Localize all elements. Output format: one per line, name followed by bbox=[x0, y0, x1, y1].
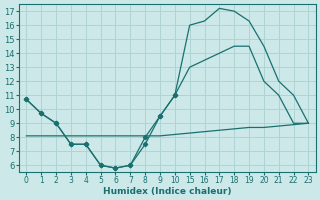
X-axis label: Humidex (Indice chaleur): Humidex (Indice chaleur) bbox=[103, 187, 232, 196]
